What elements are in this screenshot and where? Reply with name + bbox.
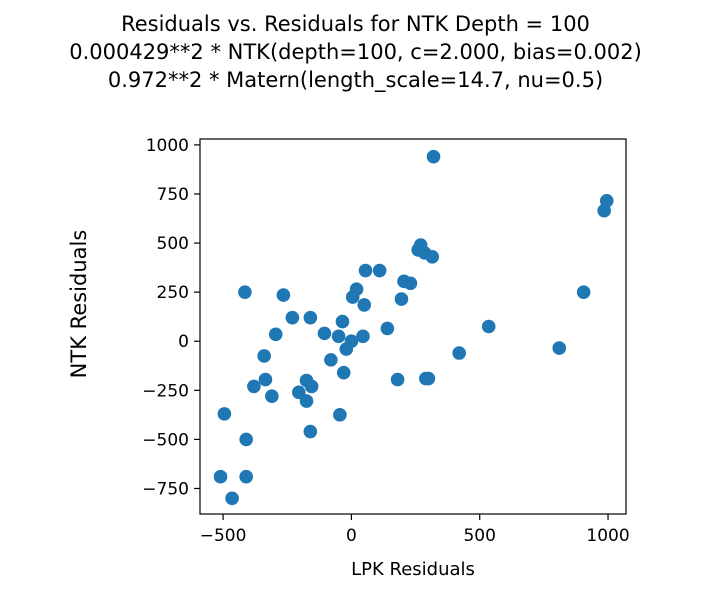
scatter-point <box>257 349 271 363</box>
y-tick-label: 750 <box>157 185 189 205</box>
x-tick-label: 500 <box>463 526 495 546</box>
scatter-point <box>372 263 387 278</box>
scatter-point <box>268 327 283 342</box>
x-tick-label: −500 <box>200 526 247 546</box>
scatter-point <box>217 407 232 421</box>
y-tick-label: 250 <box>157 283 189 303</box>
scatter-point <box>344 334 359 349</box>
scatter-point <box>576 285 591 299</box>
y-tick-label: −750 <box>142 479 189 499</box>
scatter-point <box>426 149 441 164</box>
y-tick-label: 0 <box>178 332 189 352</box>
scatter-point <box>303 424 318 439</box>
chart-title-line-2: 0.000429**2 * NTK(depth=100, c=2.000, bi… <box>69 40 642 64</box>
scatter-point <box>452 346 466 360</box>
scatter-point <box>292 385 306 400</box>
scatter-point <box>421 371 436 386</box>
scatter-point <box>390 372 405 387</box>
scatter-point <box>357 298 372 312</box>
scatter-point <box>425 250 440 264</box>
scatter-point <box>285 310 300 325</box>
scatter-point <box>247 379 261 394</box>
scatter-point <box>265 389 279 403</box>
scatter-point <box>394 292 409 306</box>
scatter-point <box>276 288 291 302</box>
chart-title-line-1: Residuals vs. Residuals for NTK Depth = … <box>121 12 590 36</box>
scatter-point <box>238 285 252 299</box>
scatter-point <box>335 314 350 329</box>
axes-frame <box>199 138 627 515</box>
x-axis-label: LPK Residuals <box>351 559 475 580</box>
y-tick-label: 1000 <box>146 136 189 156</box>
scatter-point <box>380 321 395 336</box>
scatter-point <box>403 276 418 291</box>
scatter-point <box>303 310 318 325</box>
scatter-point <box>304 379 319 394</box>
scatter-point <box>349 282 364 296</box>
scatter-point <box>481 319 496 334</box>
scatter-point <box>552 341 567 355</box>
scatter-point <box>333 408 347 422</box>
y-axis-label: NTK Residuals <box>67 230 91 379</box>
points-layer <box>213 149 614 506</box>
x-tick-label: 0 <box>346 526 357 546</box>
scatter-point <box>225 491 239 506</box>
scatter-point <box>258 372 273 387</box>
scatter-point <box>331 329 346 344</box>
scatter-point <box>356 329 370 344</box>
y-tick-label: −250 <box>142 381 189 401</box>
scatter-point <box>239 432 253 447</box>
scatter-point <box>336 365 351 380</box>
scatter-point <box>324 353 338 367</box>
scatter-point <box>358 263 373 278</box>
scatter-point <box>599 194 614 208</box>
ticks-layer: −500 0 500 1000 −750 −500 −250 0 250 500 750 1000 <box>142 136 629 546</box>
chart-title-line-3: 0.972**2 * Matern(length_scale=14.7, nu=… <box>107 68 604 92</box>
scatter-point <box>213 469 228 484</box>
scatter-point <box>317 326 332 341</box>
scatter-point <box>239 469 253 484</box>
x-tick-label: 1000 <box>586 526 629 546</box>
scatter-point <box>299 394 314 408</box>
y-tick-label: −500 <box>142 430 189 450</box>
y-tick-label: 500 <box>157 234 189 254</box>
